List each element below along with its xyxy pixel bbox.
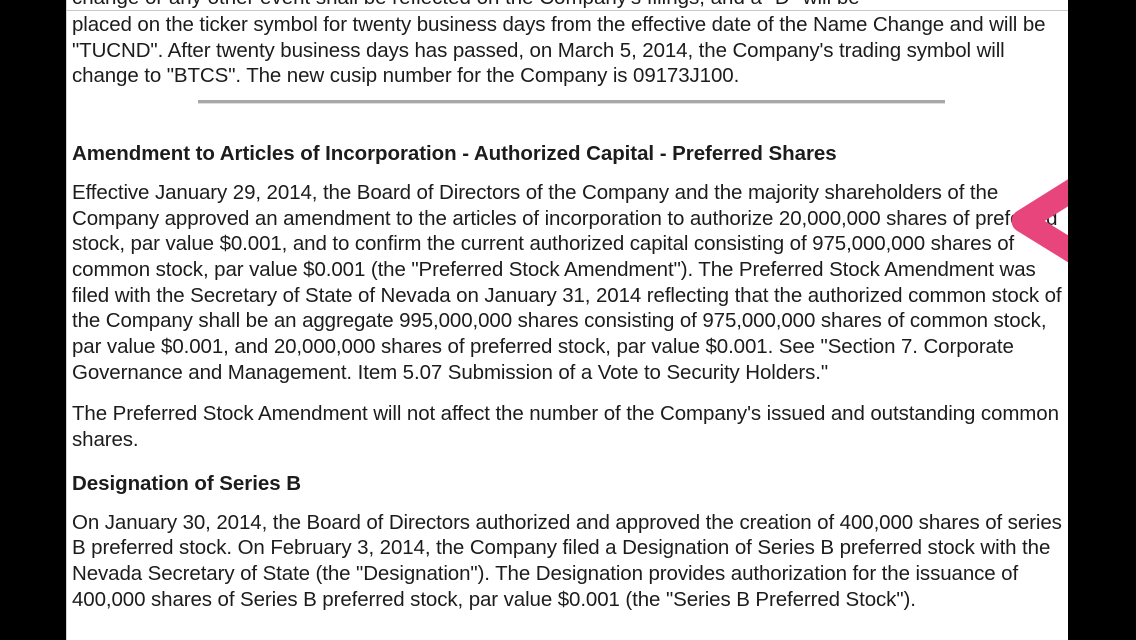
- document-content: placed on the ticker symbol for twenty b…: [72, 12, 1068, 612]
- no-effect-paragraph: The Preferred Stock Amendment will not a…: [72, 402, 1059, 452]
- letterbox-bar-right: [1068, 0, 1136, 640]
- page-left-edge-rule: [66, 0, 67, 640]
- divider-spacer: [72, 105, 1068, 141]
- spacer: [72, 385, 1068, 401]
- heading-designation-series-b: Designation of Series B: [72, 471, 301, 495]
- section-divider: [198, 100, 945, 103]
- ticker-symbol-paragraph: placed on the ticker symbol for twenty b…: [72, 13, 1046, 88]
- series-b-paragraph: On January 30, 2014, the Board of Direct…: [72, 510, 1062, 611]
- page-top-edge-rule: [66, 10, 1068, 11]
- document-page: change or any other event shall be refle…: [66, 0, 1068, 640]
- heading-authorized-capital: Amendment to Articles of Incorporation -…: [72, 142, 837, 166]
- clipped-previous-line: change or any other event shall be refle…: [72, 0, 1062, 11]
- spacer: [72, 167, 1068, 180]
- spacer: [72, 453, 1068, 471]
- letterbox-bar-left: [0, 0, 66, 640]
- spacer: [72, 497, 1068, 510]
- preferred-stock-amendment-paragraph: Effective January 29, 2014, the Board of…: [72, 180, 1062, 384]
